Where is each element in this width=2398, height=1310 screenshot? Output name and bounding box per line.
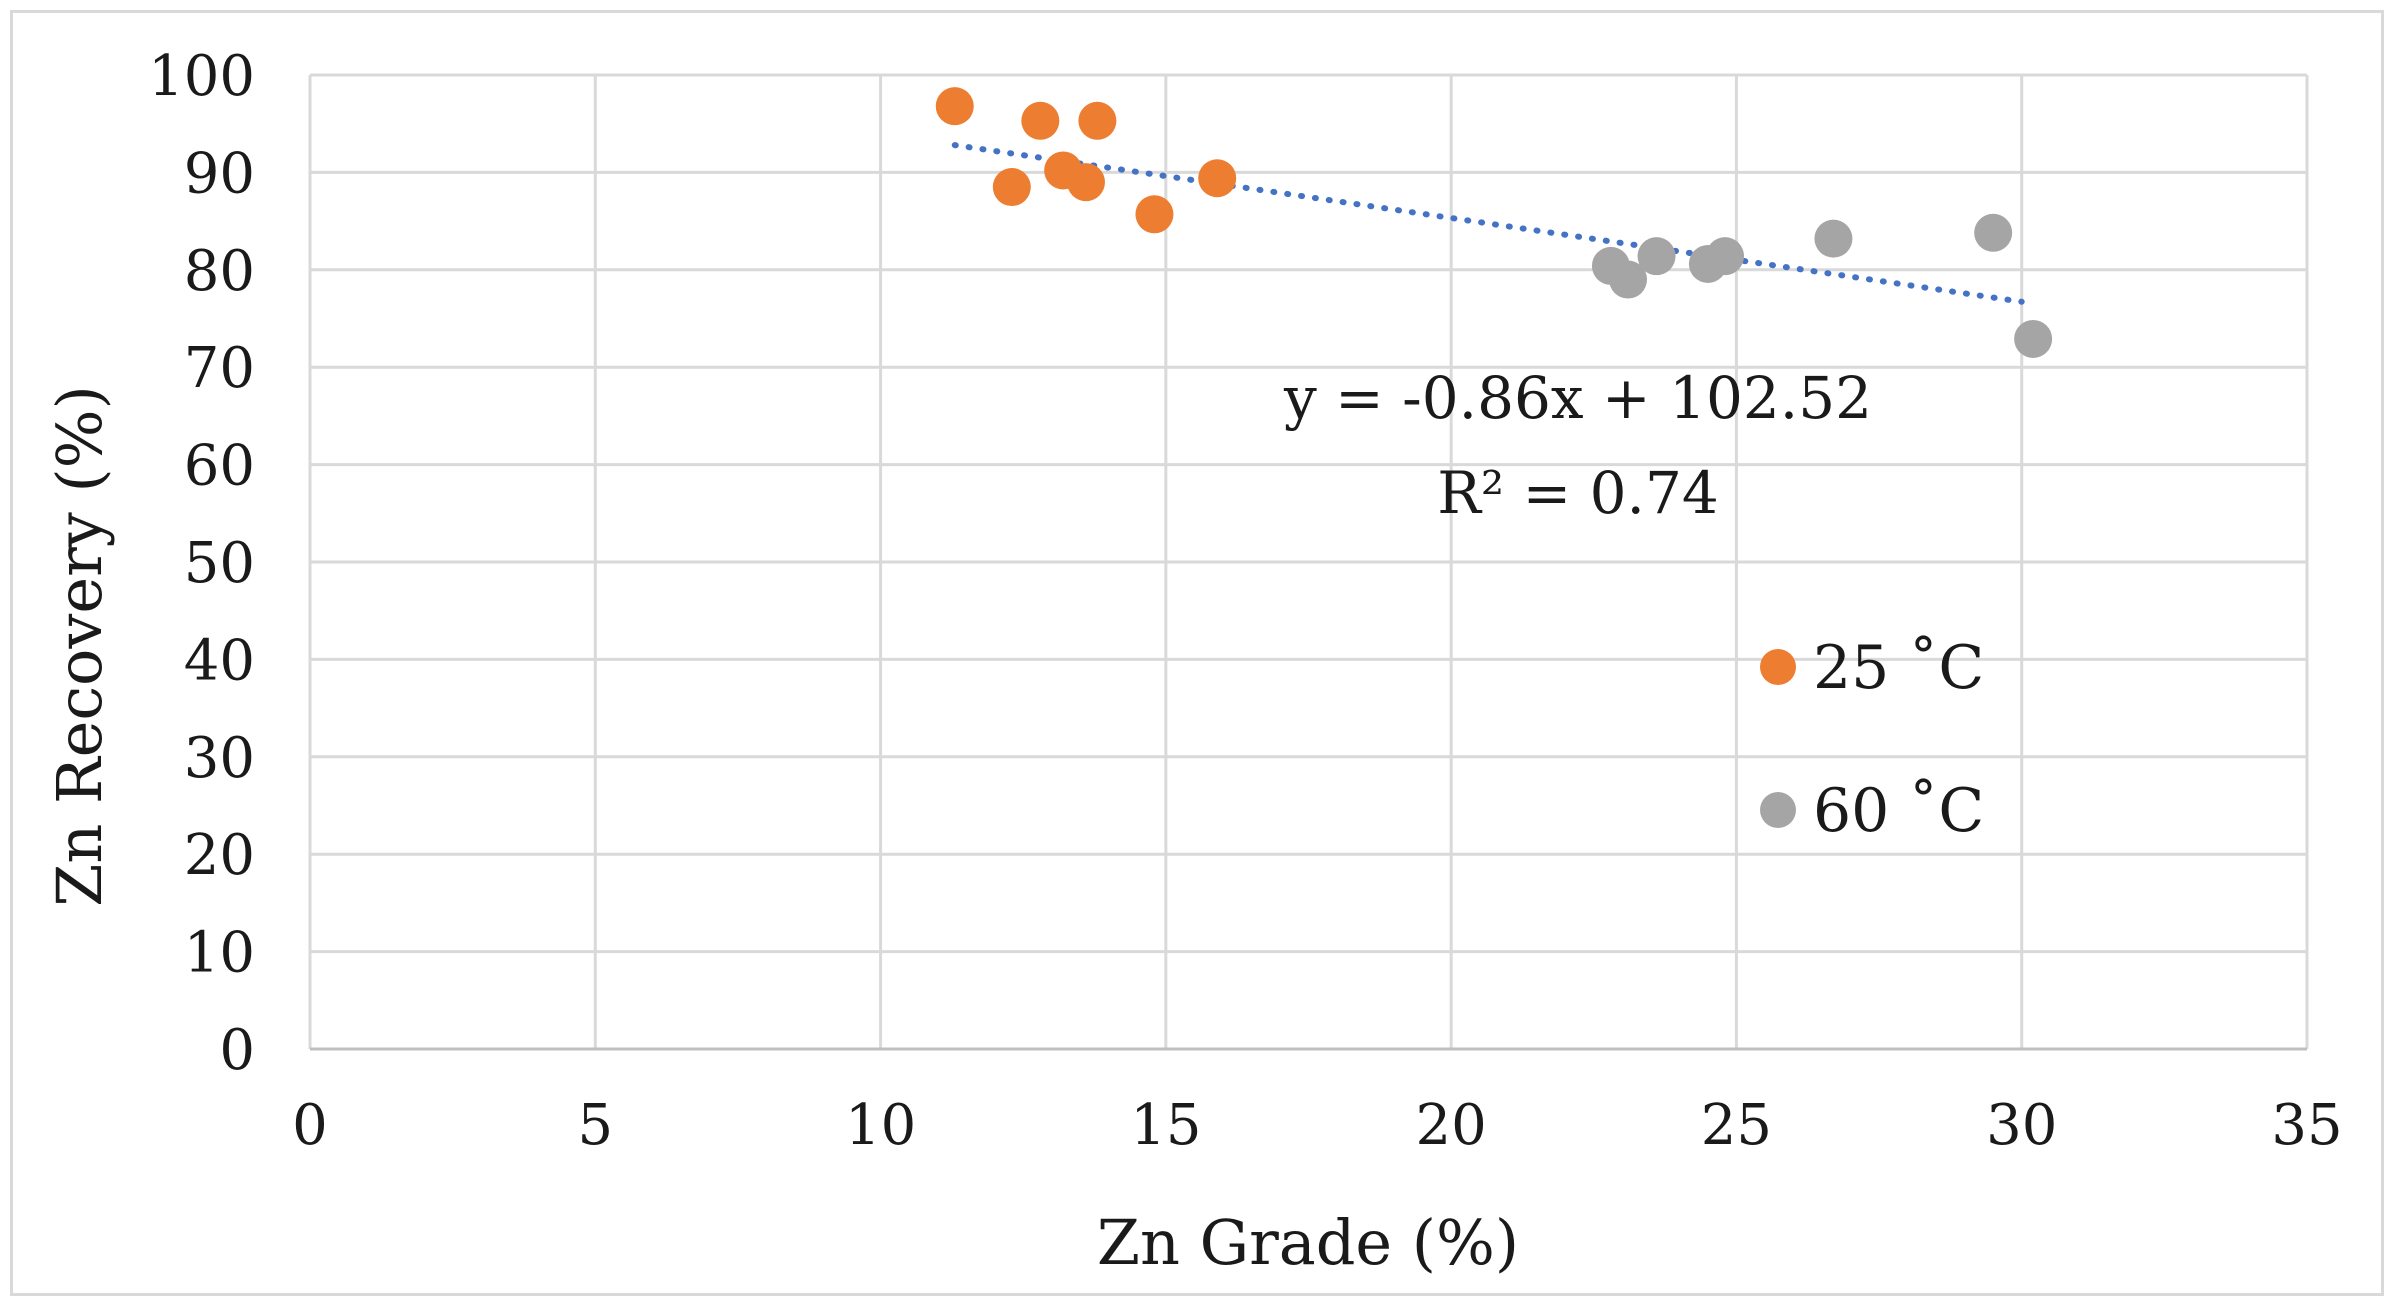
data-point-25c bbox=[1078, 101, 1117, 140]
y-tick-label: 40 bbox=[184, 628, 255, 693]
x-tick-label: 15 bbox=[1130, 1093, 1201, 1158]
x-tick-label: 30 bbox=[1986, 1093, 2057, 1158]
y-tick-label: 10 bbox=[184, 921, 255, 986]
y-tick-label: 30 bbox=[184, 726, 255, 791]
x-tick-label: 25 bbox=[1701, 1093, 1772, 1158]
x-tick-label: 0 bbox=[292, 1093, 328, 1158]
scatter-chart: 0 5 10 15 20 25 30 35 0 10 20 30 40 50 60 70 80 90 100 Zn… bbox=[43, 44, 2343, 1279]
data-point-25c bbox=[1135, 195, 1174, 234]
data-point-25c bbox=[935, 87, 974, 126]
y-tick-label: 60 bbox=[184, 434, 255, 499]
legend-label-25c: 25 ˚C bbox=[1813, 633, 1984, 703]
data-point-25c bbox=[1021, 101, 1060, 140]
y-tick-label: 50 bbox=[184, 531, 255, 596]
legend-marker-60c bbox=[1760, 792, 1796, 828]
y-tick-labels: 0 10 20 30 40 50 60 70 80 90 100 bbox=[148, 44, 255, 1083]
x-tick-label: 5 bbox=[577, 1093, 613, 1158]
y-axis-title: Zn Recovery (%) bbox=[43, 385, 116, 907]
data-point-60c bbox=[1609, 260, 1648, 299]
trendline bbox=[951, 142, 2025, 305]
legend-marker-25c bbox=[1760, 649, 1796, 685]
trendline-layer bbox=[951, 142, 2025, 305]
trendline-equation: y = -0.86x + 102.52 bbox=[1283, 364, 1872, 432]
data-point-60c bbox=[1814, 219, 1853, 258]
x-tick-label: 20 bbox=[1416, 1093, 1487, 1158]
y-tick-label: 0 bbox=[219, 1018, 255, 1083]
data-point-25c bbox=[992, 168, 1031, 207]
chart-frame: 0 5 10 15 20 25 30 35 0 10 20 30 40 50 60 70 80 90 100 Zn… bbox=[10, 10, 2384, 1296]
gridlines bbox=[308, 73, 2309, 1051]
y-tick-label: 100 bbox=[148, 44, 255, 109]
y-tick-label: 70 bbox=[184, 336, 255, 401]
legend: 25 ˚C 60 ˚C bbox=[1760, 633, 1984, 846]
data-point-60c bbox=[1974, 213, 2013, 252]
x-tick-label: 35 bbox=[2271, 1093, 2342, 1158]
data-points bbox=[935, 87, 2053, 358]
x-tick-labels: 0 5 10 15 20 25 30 35 bbox=[292, 1093, 2342, 1158]
legend-label-60c: 60 ˚C bbox=[1813, 776, 1984, 846]
x-axis-title: Zn Grade (%) bbox=[1097, 1206, 1519, 1279]
y-tick-label: 20 bbox=[184, 823, 255, 888]
data-point-25c bbox=[1066, 163, 1105, 202]
y-tick-label: 80 bbox=[184, 239, 255, 304]
data-point-60c bbox=[1706, 237, 1745, 276]
x-tick-label: 10 bbox=[845, 1093, 916, 1158]
data-point-60c bbox=[1637, 237, 1676, 276]
y-tick-label: 90 bbox=[184, 141, 255, 206]
data-point-60c bbox=[2014, 319, 2053, 358]
data-point-25c bbox=[1198, 159, 1237, 198]
trendline-r-squared: R² = 0.74 bbox=[1437, 459, 1719, 527]
